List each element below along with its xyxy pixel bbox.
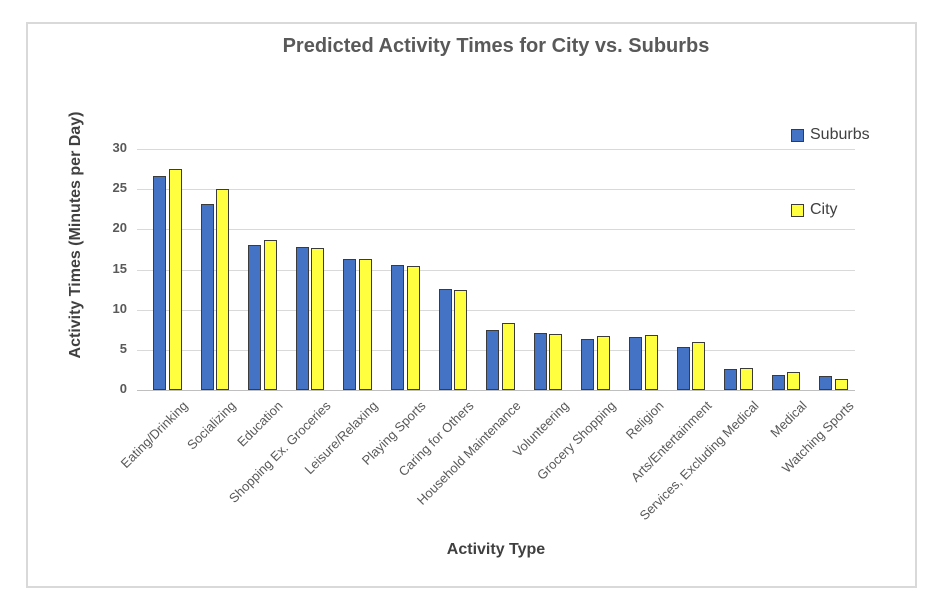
bar-suburbs (819, 376, 833, 390)
x-axis-title: Activity Type (446, 541, 546, 558)
bar-city (263, 240, 277, 390)
x-axis-line (137, 390, 855, 391)
y-axis-title: Activity Times (Minutes per Day) (67, 111, 84, 359)
bar-city (168, 169, 182, 390)
bar-suburbs (391, 265, 404, 390)
gridline (137, 149, 855, 150)
bar-city (501, 323, 515, 390)
chart-frame: Predicted Activity Times for City vs. Su… (26, 22, 917, 588)
y-tick-label: 15 (112, 260, 127, 276)
gridline (137, 189, 855, 191)
bar-city (311, 248, 325, 390)
bar-suburbs (533, 333, 547, 390)
bar-city (549, 334, 563, 390)
bar-city (216, 189, 230, 390)
bar-suburbs (200, 204, 214, 390)
y-tick-label: 5 (119, 340, 127, 356)
bar-suburbs (581, 339, 595, 390)
bar-suburbs (771, 375, 785, 390)
bar-city (692, 342, 706, 390)
bar-suburbs (248, 245, 262, 390)
legend-label: Suburbs (810, 126, 870, 143)
bar-city (406, 266, 420, 390)
bar-city (834, 379, 848, 390)
bar-suburbs (343, 259, 357, 390)
bar-suburbs (724, 369, 738, 390)
bar-suburbs (486, 330, 500, 390)
y-tick-label: 30 (112, 140, 127, 155)
bar-city (787, 372, 801, 390)
bar-suburbs (629, 337, 642, 390)
legend-item: City (791, 201, 838, 219)
gridline (137, 229, 855, 231)
bar-suburbs (438, 289, 452, 390)
gridline (137, 309, 855, 311)
y-tick-label: 10 (112, 300, 127, 316)
legend-swatch (791, 128, 804, 142)
y-tick-label: 20 (112, 220, 127, 236)
bar-suburbs (153, 176, 166, 390)
chart-title: Predicted Activity Times for City vs. Su… (282, 35, 710, 57)
bar-city (644, 335, 658, 390)
bar-city (454, 290, 468, 390)
bar-city (358, 259, 372, 390)
bar-suburbs (676, 347, 690, 390)
y-tick-label: 0 (119, 381, 127, 396)
bar-city (596, 336, 610, 390)
gridline (137, 269, 855, 271)
bar-city (739, 368, 753, 390)
y-tick-label: 25 (112, 180, 127, 196)
legend-swatch (791, 203, 804, 217)
bar-suburbs (295, 247, 309, 390)
legend-label: City (810, 201, 838, 218)
legend-item: Suburbs (791, 126, 870, 144)
